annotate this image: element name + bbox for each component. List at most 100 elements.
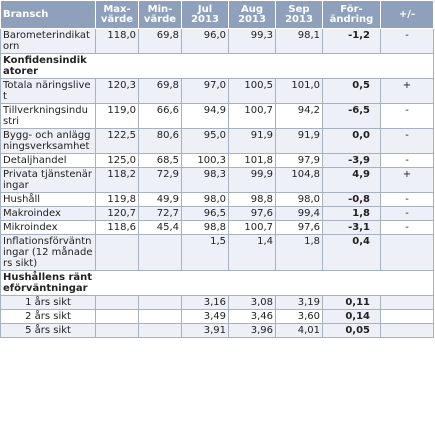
cell-sign: -	[380, 28, 434, 54]
cell-max	[95, 309, 139, 324]
cell-min	[138, 309, 182, 324]
cell-sep: 4,01	[275, 323, 323, 338]
table-row: Makroindex 120,7 72,7 96,5 97,6 99,4 1,8-	[0, 206, 434, 221]
cell-max: 125,0	[95, 153, 139, 168]
cell-min: 72,9	[138, 167, 182, 193]
cell-change: 0,0	[322, 128, 381, 154]
cell-aug: 100,7	[228, 220, 276, 235]
cell-max	[95, 323, 139, 338]
cell-sign	[380, 323, 434, 338]
cell-jul: 98,0	[181, 192, 229, 207]
cell-change: 0,11	[322, 295, 381, 310]
cell-aug: 98,8	[228, 192, 276, 207]
row-label: 1 års sikt	[0, 295, 96, 310]
header-min: Min-värde	[138, 0, 182, 29]
cell-aug: 99,9	[228, 167, 276, 193]
header-jul: Jul 2013	[181, 0, 229, 29]
cell-sep: 97,9	[275, 153, 323, 168]
cell-aug: 100,7	[228, 103, 276, 129]
cell-sep: 97,6	[275, 220, 323, 235]
cell-aug: 100,5	[228, 78, 276, 104]
cell-sign	[380, 234, 434, 271]
cell-max: 119,8	[95, 192, 139, 207]
cell-jul: 96,0	[181, 28, 229, 54]
cell-max: 120,3	[95, 78, 139, 104]
cell-sep: 3,19	[275, 295, 323, 310]
cell-change: 0,05	[322, 323, 381, 338]
cell-min	[138, 295, 182, 310]
cell-aug: 99,3	[228, 28, 276, 54]
cell-max	[95, 234, 139, 271]
cell-max: 119,0	[95, 103, 139, 129]
cell-min: 72,7	[138, 206, 182, 221]
table-row: 2 års sikt 3,49 3,46 3,60 0,14	[0, 309, 434, 324]
header-change: För-ändring	[322, 0, 381, 29]
cell-aug: 3,08	[228, 295, 276, 310]
cell-change: -3,1	[322, 220, 381, 235]
table-row: Mikroindex 118,6 45,4 98,8 100,7 97,6 -3,1-	[0, 220, 434, 235]
cell-jul: 98,8	[181, 220, 229, 235]
cell-aug: 97,6	[228, 206, 276, 221]
row-label: Tillverkningsindustri	[0, 103, 96, 129]
cell-change: 0,14	[322, 309, 381, 324]
cell-change: -3,9	[322, 153, 381, 168]
cell-min: 80,6	[138, 128, 182, 154]
cell-sep: 91,9	[275, 128, 323, 154]
cell-sign: -	[380, 103, 434, 129]
cell-change: -0,8	[322, 192, 381, 207]
cell-change: 0,4	[322, 234, 381, 271]
cell-sign: -	[380, 192, 434, 207]
cell-sign: -	[380, 206, 434, 221]
cell-sign: -	[380, 153, 434, 168]
cell-jul: 3,91	[181, 323, 229, 338]
cell-aug: 101,8	[228, 153, 276, 168]
cell-sign	[380, 295, 434, 310]
cell-max	[95, 295, 139, 310]
cell-sep: 101,0	[275, 78, 323, 104]
cell-max: 118,0	[95, 28, 139, 54]
row-label: Mikroindex	[0, 220, 96, 235]
cell-change: -1,2	[322, 28, 381, 54]
header-bransch: Bransch	[0, 0, 96, 29]
cell-sep: 94,2	[275, 103, 323, 129]
cell-max: 122,5	[95, 128, 139, 154]
table-row: Bygg- och anläggningsverksamhet 122,5 80,6…	[0, 128, 434, 154]
row-label: Hushåll	[0, 192, 96, 207]
barometer-table: Bransch Max-värde Min-värde Jul 2013 Aug 2…	[0, 0, 434, 338]
cell-sep: 3,60	[275, 309, 323, 324]
header-sign: +/-	[380, 0, 434, 29]
cell-min: 68,5	[138, 153, 182, 168]
header-row: Bransch Max-värde Min-värde Jul 2013 Aug 2…	[0, 0, 434, 29]
table-row: 5 års sikt 3,91 3,96 4,01 0,05	[0, 323, 434, 338]
table-body: Barometerindikatorn 118,0 69,8 96,0 99,3 98,1…	[0, 28, 434, 338]
table-row: Detaljhandel 125,0 68,5 100,3 101,8 97,9 -3,9-	[0, 153, 434, 168]
table-row: Privata tjänstenäringar 118,2 72,9 98,3 99,9…	[0, 167, 434, 193]
cell-aug: 3,46	[228, 309, 276, 324]
cell-change: 1,8	[322, 206, 381, 221]
cell-jul: 100,3	[181, 153, 229, 168]
cell-jul: 3,49	[181, 309, 229, 324]
row-label: Inflationsförväntningar (12 månaders sik…	[0, 234, 96, 271]
table-row: Inflationsförväntningar (12 månaders sik…	[0, 234, 434, 271]
cell-sign: +	[380, 78, 434, 104]
table-row: 1 års sikt 3,16 3,08 3,19 0,11	[0, 295, 434, 310]
cell-min: 45,4	[138, 220, 182, 235]
cell-min: 69,8	[138, 28, 182, 54]
cell-jul: 94,9	[181, 103, 229, 129]
cell-jul: 95,0	[181, 128, 229, 154]
cell-max: 118,2	[95, 167, 139, 193]
cell-change: 0,5	[322, 78, 381, 104]
row-label: Detaljhandel	[0, 153, 96, 168]
cell-max: 120,7	[95, 206, 139, 221]
row-label: Makroindex	[0, 206, 96, 221]
row-label: 5 års sikt	[0, 323, 96, 338]
section-title: Hushållens ränteförväntningar	[0, 270, 434, 296]
cell-sep: 98,0	[275, 192, 323, 207]
cell-sign: -	[380, 220, 434, 235]
cell-jul: 1,5	[181, 234, 229, 271]
cell-sign: -	[380, 128, 434, 154]
cell-jul: 97,0	[181, 78, 229, 104]
cell-aug: 3,96	[228, 323, 276, 338]
table-row: Barometerindikatorn 118,0 69,8 96,0 99,3 98,1…	[0, 28, 434, 54]
table-row: Tillverkningsindustri 119,0 66,6 94,9 100,7 9…	[0, 103, 434, 129]
